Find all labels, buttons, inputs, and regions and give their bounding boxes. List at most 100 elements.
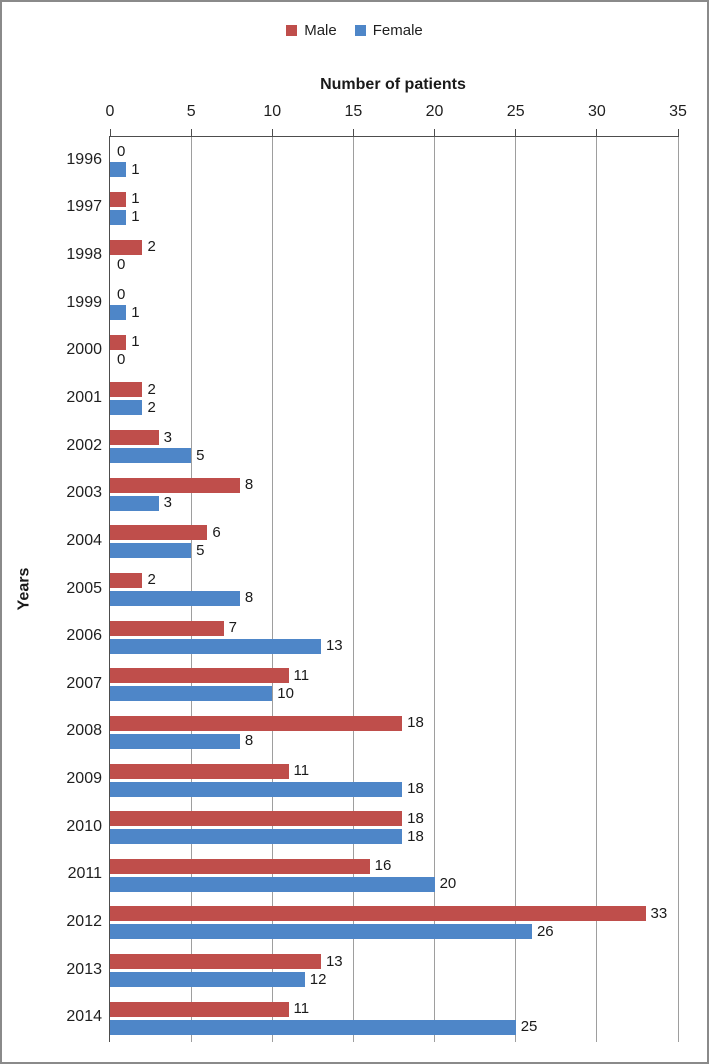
bar-male-2001 <box>110 382 143 398</box>
data-label-male-2003: 8 <box>244 476 254 494</box>
bar-male-1998 <box>110 239 143 255</box>
data-label-female-1999: 1 <box>131 303 140 321</box>
year-label-2009: 2009 <box>66 770 102 788</box>
bar-male-2009 <box>110 763 289 779</box>
year-label-2004: 2004 <box>66 531 102 549</box>
gridline-15 <box>352 137 354 1042</box>
data-label-male-2000: 1 <box>131 333 140 351</box>
data-label-female-1998: 0 <box>117 256 126 274</box>
year-label-2000: 2000 <box>66 341 102 359</box>
data-label-female-2012: 26 <box>536 922 554 940</box>
data-label-male-2011: 16 <box>374 857 392 875</box>
data-label-male-1999: 0 <box>117 285 126 303</box>
female-color-swatch-icon <box>354 25 366 36</box>
year-label-2010: 2010 <box>66 817 102 835</box>
data-label-female-2003: 3 <box>163 494 173 512</box>
bar-male-2003 <box>110 477 240 493</box>
data-label-male-1998: 2 <box>147 238 156 256</box>
bar-male-2000 <box>110 334 127 350</box>
data-label-female-2013: 12 <box>309 970 327 988</box>
tick-label-30: 30 <box>587 103 606 120</box>
bar-female-2001 <box>110 400 143 416</box>
gridline-30 <box>596 137 598 1042</box>
data-label-female-2010: 18 <box>407 827 424 845</box>
bar-female-1996 <box>110 162 127 178</box>
bar-female-2009 <box>110 781 403 797</box>
male-color-swatch-icon <box>286 25 298 36</box>
tick-mark-5 <box>190 129 192 137</box>
year-label-1999: 1999 <box>66 293 102 311</box>
year-label-2011: 2011 <box>67 865 102 883</box>
data-label-female-2011: 20 <box>439 875 457 893</box>
data-label-male-2007: 11 <box>293 666 310 684</box>
year-label-2012: 2012 <box>66 912 102 930</box>
bar-female-2012 <box>110 924 532 940</box>
bar-male-2010 <box>110 811 403 827</box>
bar-female-2010 <box>110 829 403 845</box>
tick-label-35: 35 <box>669 103 687 120</box>
bar-male-2006 <box>110 620 224 636</box>
bar-male-2002 <box>110 430 159 446</box>
bar-female-2008 <box>110 733 240 749</box>
gridline-25 <box>515 137 517 1042</box>
bar-female-2013 <box>110 972 305 988</box>
data-label-male-1996: 0 <box>117 142 126 160</box>
bar-male-2007 <box>110 668 289 684</box>
gridline-35 <box>677 137 679 1042</box>
gridline-20 <box>434 137 436 1042</box>
bar-male-2004 <box>110 525 208 541</box>
data-label-female-2014: 25 <box>520 1018 538 1036</box>
data-label-female-2001: 2 <box>147 398 156 416</box>
tick-mark-15 <box>352 129 354 137</box>
data-label-male-2006: 7 <box>228 619 237 637</box>
chart-legend: Male Female <box>2 22 707 39</box>
tick-label-10: 10 <box>263 103 282 120</box>
bar-female-1999 <box>110 305 127 321</box>
tick-label-5: 5 <box>186 103 196 120</box>
data-label-female-2004: 5 <box>196 541 205 559</box>
bar-female-2007 <box>110 686 273 702</box>
gridline-5 <box>190 137 192 1042</box>
bar-female-2005 <box>110 590 240 606</box>
value-axis-title: Number of patients <box>320 76 466 93</box>
data-label-male-2005: 2 <box>147 571 156 589</box>
data-label-male-1997: 1 <box>131 190 140 208</box>
bar-male-2012 <box>110 906 646 922</box>
year-label-2006: 2006 <box>66 627 102 645</box>
tick-label-15: 15 <box>344 103 363 120</box>
data-label-male-2009: 11 <box>293 762 310 779</box>
year-label-2002: 2002 <box>66 436 102 454</box>
tick-mark-0 <box>109 129 111 137</box>
data-label-female-2009: 18 <box>407 780 424 797</box>
bar-female-2014 <box>110 1019 516 1035</box>
tick-mark-35 <box>677 129 679 137</box>
bar-male-2005 <box>110 572 143 588</box>
bar-female-2003 <box>110 495 159 511</box>
data-label-female-1997: 1 <box>131 208 140 226</box>
bar-female-2011 <box>110 876 435 892</box>
tick-label-0: 0 <box>105 103 115 120</box>
data-label-male-2012: 33 <box>650 904 668 922</box>
tick-mark-20 <box>434 129 436 137</box>
bar-male-2014 <box>110 1001 289 1017</box>
data-label-female-2007: 10 <box>277 684 294 702</box>
year-label-1996: 1996 <box>66 150 102 168</box>
tick-mark-10 <box>271 129 273 137</box>
data-label-male-2002: 3 <box>163 428 173 446</box>
bar-male-2008 <box>110 715 403 731</box>
year-label-2005: 2005 <box>66 579 102 597</box>
tick-label-20: 20 <box>425 103 444 120</box>
gridline-10 <box>271 137 273 1042</box>
year-label-2014: 2014 <box>66 1008 102 1026</box>
plot-area: 0 5 10 15 20 25 30 35 0 1 1 1 2 0 0 1 1 0 2 2 3 5 8 3 6 5 2 8 7 13 11 1… <box>106 103 687 1042</box>
data-label-female-2000: 0 <box>117 351 126 369</box>
data-label-female-2008: 8 <box>244 732 254 750</box>
year-label-2001: 2001 <box>66 388 102 406</box>
data-label-female-2006: 13 <box>325 637 343 655</box>
year-label-2008: 2008 <box>66 722 102 740</box>
data-label-male-2013: 13 <box>325 952 343 970</box>
data-label-male-2004: 6 <box>212 523 221 541</box>
bar-male-1997 <box>110 191 127 207</box>
bar-female-1997 <box>110 209 127 225</box>
